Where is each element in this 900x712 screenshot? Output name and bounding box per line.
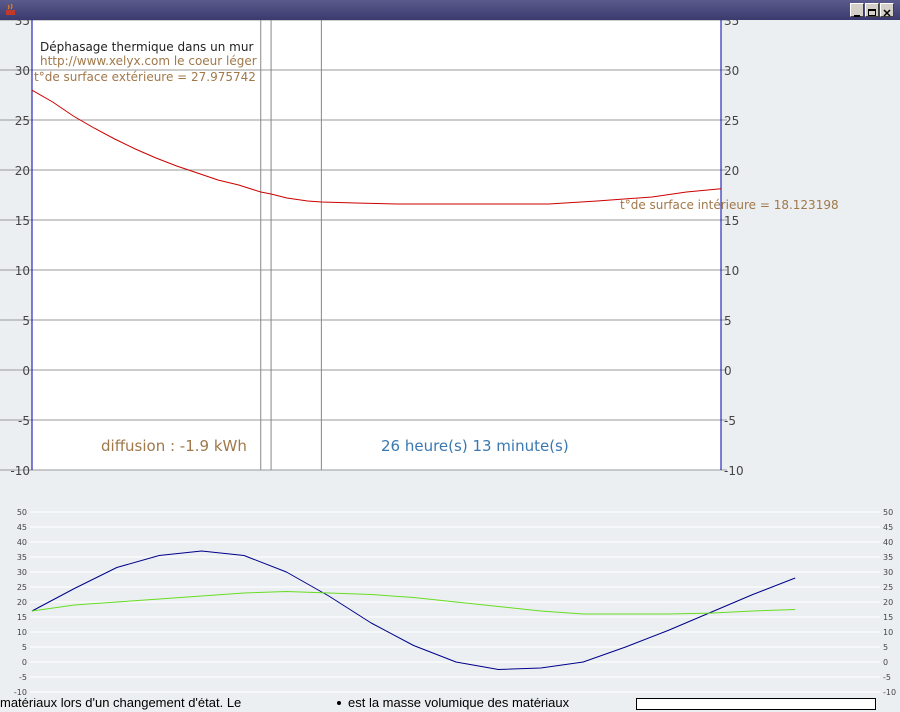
y-tick-label-right: 50 bbox=[883, 508, 893, 517]
y-tick-label-left: -5 bbox=[19, 673, 27, 682]
y-tick-label-right: 5 bbox=[883, 643, 888, 652]
y-tick-label-left: 25 bbox=[15, 114, 30, 128]
y-tick-label-left: 30 bbox=[15, 64, 30, 78]
y-tick-label-left: 15 bbox=[17, 613, 27, 622]
exterior-surface-temp: t°de surface extérieure = 27.975742 bbox=[34, 70, 256, 84]
background-text-left: matériaux lors d'un changement d'état. L… bbox=[0, 698, 242, 710]
y-tick-label-right: 0 bbox=[883, 658, 888, 667]
y-tick-labels: -10 -10 -5 -5 0 0 5 5 10 10 15 15 20 20 25 25 30 30 35 35 40… bbox=[14, 508, 896, 697]
y-tick-label-right: -5 bbox=[883, 673, 891, 682]
chart-subtitle: http://www.xelyx.com le coeur léger bbox=[40, 54, 257, 68]
y-tick-label-left: -10 bbox=[10, 464, 30, 478]
layer-boundaries bbox=[260, 20, 322, 470]
window-titlebar[interactable] bbox=[0, 0, 900, 20]
minimize-button[interactable] bbox=[850, 3, 864, 17]
y-tick-label-left: 35 bbox=[15, 20, 30, 28]
maximize-icon bbox=[868, 9, 876, 16]
y-tick-label-right: 20 bbox=[883, 598, 893, 607]
y-tick-label-left: 5 bbox=[22, 643, 27, 652]
background-document: matériaux lors d'un changement d'état. L… bbox=[0, 698, 900, 712]
interior-temperature-curve bbox=[31, 591, 796, 615]
close-button[interactable] bbox=[880, 3, 894, 17]
y-tick-label-right: 15 bbox=[724, 214, 739, 228]
minimize-icon bbox=[854, 15, 860, 17]
y-tick-label-right: -10 bbox=[883, 688, 896, 697]
y-tick-labels: -10 -10 -5 -5 0 0 5 5 10 10 15 15 20 20 25 25 30 30 35 35 bbox=[10, 20, 743, 478]
temperature-profile bbox=[31, 89, 722, 205]
y-tick-label-right: 15 bbox=[883, 613, 893, 622]
y-tick-label-left: 10 bbox=[15, 264, 30, 278]
y-tick-label-left: 0 bbox=[22, 364, 30, 378]
background-figure-box bbox=[636, 698, 876, 710]
y-tick-label-left: 45 bbox=[17, 523, 27, 532]
y-tick-label-right: 40 bbox=[883, 538, 893, 547]
y-tick-label-right: 10 bbox=[724, 264, 739, 278]
bullet-icon bbox=[337, 701, 341, 705]
boundary-curves bbox=[31, 550, 796, 670]
y-tick-label-left: 10 bbox=[17, 628, 27, 637]
y-tick-label-left: 25 bbox=[17, 583, 27, 592]
y-tick-label-right: 35 bbox=[724, 20, 739, 28]
y-tick-label-right: 30 bbox=[883, 568, 893, 577]
maximize-button[interactable] bbox=[865, 3, 879, 17]
y-tick-label-right: 10 bbox=[883, 628, 893, 637]
y-tick-label-right: 25 bbox=[883, 583, 893, 592]
y-tick-label-right: 5 bbox=[724, 314, 732, 328]
temperature-line bbox=[31, 89, 722, 205]
y-tick-label-right: 0 bbox=[724, 364, 732, 378]
plot-area bbox=[32, 20, 721, 470]
exterior-temperature-curve bbox=[31, 550, 796, 670]
y-tick-label-left: 5 bbox=[22, 314, 30, 328]
y-tick-label-right: -10 bbox=[724, 464, 744, 478]
interior-surface-temp: t°de surface intérieure = 18.123198 bbox=[620, 198, 839, 212]
y-tick-label-left: -10 bbox=[14, 688, 27, 697]
y-tick-label-left: 35 bbox=[17, 553, 27, 562]
chart-title: Déphasage thermique dans un mur bbox=[40, 40, 253, 54]
boundary-temperature-chart: -10 -10 -5 -5 0 0 5 5 10 10 15 15 20 20 25 25 30 30 35 35 40… bbox=[14, 508, 896, 697]
y-tick-label-right: 20 bbox=[724, 164, 739, 178]
y-tick-label-left: 20 bbox=[17, 598, 27, 607]
y-tick-label-left: 20 bbox=[15, 164, 30, 178]
gridlines bbox=[30, 511, 880, 693]
y-tick-label-left: 40 bbox=[17, 538, 27, 547]
elapsed-time-label: 26 heure(s) 13 minute(s) bbox=[381, 437, 569, 455]
y-tick-label-left: 15 bbox=[15, 214, 30, 228]
y-tick-label-left: 0 bbox=[22, 658, 27, 667]
y-tick-label-right: 30 bbox=[724, 64, 739, 78]
close-icon bbox=[883, 9, 891, 17]
y-tick-label-left: -5 bbox=[18, 414, 30, 428]
background-text-right: est la masse volumique des matériaux bbox=[348, 698, 570, 710]
gridlines bbox=[0, 20, 727, 471]
y-tick-label-left: 30 bbox=[17, 568, 27, 577]
y-tick-label-right: 35 bbox=[883, 553, 893, 562]
y-tick-label-right: 25 bbox=[724, 114, 739, 128]
diffusion-label: diffusion : -1.9 kWh bbox=[101, 437, 247, 455]
y-tick-label-right: -5 bbox=[724, 414, 736, 428]
wall-temperature-chart: -10 -10 -5 -5 0 0 5 5 10 10 15 15 20 20 25 25 30 30 35 35 D… bbox=[0, 20, 839, 478]
y-tick-label-left: 50 bbox=[17, 508, 27, 517]
y-tick-label-right: 45 bbox=[883, 523, 893, 532]
java-app-icon bbox=[6, 3, 15, 15]
